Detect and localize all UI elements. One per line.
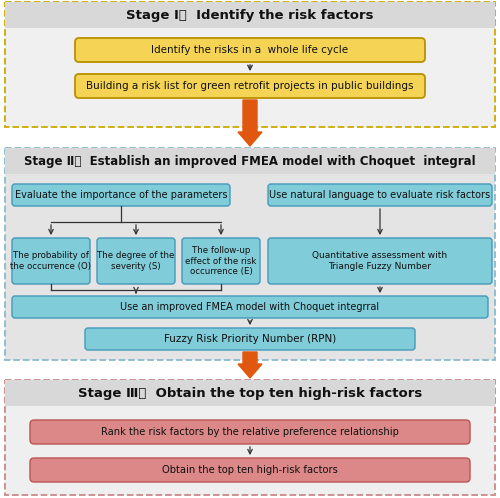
- FancyBboxPatch shape: [12, 238, 90, 284]
- Text: Use an improved FMEA model with Choquet integrral: Use an improved FMEA model with Choquet …: [120, 302, 380, 312]
- Text: The degree of the
severity (S): The degree of the severity (S): [98, 251, 174, 271]
- FancyBboxPatch shape: [12, 296, 488, 318]
- Text: Identify the risks in a  whole life cycle: Identify the risks in a whole life cycle: [152, 45, 348, 55]
- Text: Fuzzy Risk Priority Number (RPN): Fuzzy Risk Priority Number (RPN): [164, 334, 336, 344]
- Text: Stage Ⅰ：  Identify the risk factors: Stage Ⅰ： Identify the risk factors: [126, 8, 374, 21]
- FancyBboxPatch shape: [12, 184, 230, 206]
- Bar: [5, 380, 495, 495]
- Text: Stage Ⅲ：  Obtain the top ten high-risk factors: Stage Ⅲ： Obtain the top ten high-risk fa…: [78, 386, 422, 399]
- Text: Obtain the top ten high-risk factors: Obtain the top ten high-risk factors: [162, 465, 338, 475]
- Text: Building a risk list for green retrofit projects in public buildings: Building a risk list for green retrofit …: [86, 81, 414, 91]
- Text: Use natural language to evaluate risk factors: Use natural language to evaluate risk fa…: [270, 190, 490, 200]
- FancyBboxPatch shape: [75, 38, 425, 62]
- Text: Evaluate the importance of the parameters: Evaluate the importance of the parameter…: [15, 190, 227, 200]
- FancyBboxPatch shape: [85, 328, 415, 350]
- Polygon shape: [238, 352, 262, 378]
- Bar: [5, 148, 495, 360]
- Text: Rank the risk factors by the relative preference relationship: Rank the risk factors by the relative pr…: [101, 427, 399, 437]
- Text: Stage Ⅱ：  Establish an improved FMEA model with Choquet  integral: Stage Ⅱ： Establish an improved FMEA mode…: [24, 154, 476, 167]
- Text: The follow-up
effect of the risk
occurrence (E): The follow-up effect of the risk occurre…: [186, 246, 256, 276]
- FancyBboxPatch shape: [30, 458, 470, 482]
- Bar: [5, 2, 495, 28]
- Text: Quantitative assessment with
Triangle Fuzzy Number: Quantitative assessment with Triangle Fu…: [312, 251, 448, 271]
- FancyBboxPatch shape: [97, 238, 175, 284]
- FancyBboxPatch shape: [75, 74, 425, 98]
- FancyBboxPatch shape: [182, 238, 260, 284]
- Text: The probability of
the occurrence (O): The probability of the occurrence (O): [10, 251, 92, 271]
- Bar: [5, 380, 495, 406]
- FancyBboxPatch shape: [268, 238, 492, 284]
- Bar: [5, 148, 495, 174]
- Polygon shape: [238, 100, 262, 146]
- Bar: [5, 2, 495, 127]
- FancyBboxPatch shape: [268, 184, 492, 206]
- FancyBboxPatch shape: [30, 420, 470, 444]
